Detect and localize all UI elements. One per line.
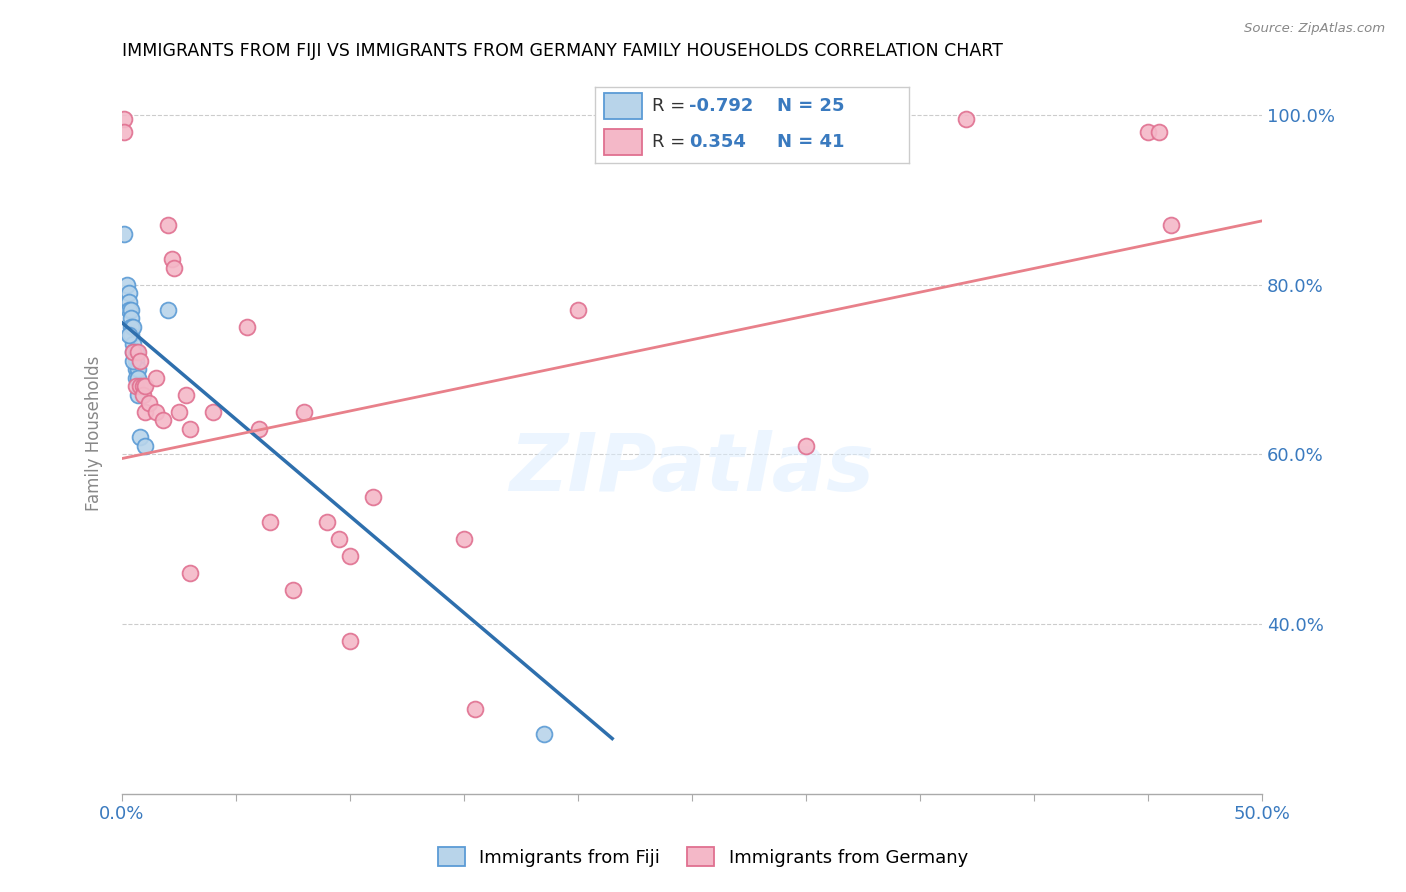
Point [120,320,142,334]
Point [127,345,149,359]
Point [120,311,142,326]
Point [955,112,977,127]
Point [174,388,197,402]
Point [167,405,190,419]
Point [122,337,145,351]
Text: ZIPatlas: ZIPatlas [509,430,875,508]
Point [127,362,149,376]
Point [464,702,486,716]
Point [328,532,350,546]
Point [163,260,186,275]
Text: IMMIGRANTS FROM FIJI VS IMMIGRANTS FROM GERMANY FAMILY HOUSEHOLDS CORRELATION CH: IMMIGRANTS FROM FIJI VS IMMIGRANTS FROM … [122,42,1002,60]
Point [127,371,149,385]
Point [112,112,135,127]
Point [125,362,148,376]
Point [120,303,142,318]
Point [1136,125,1159,139]
Point [361,490,384,504]
Point [125,345,148,359]
Point [122,345,145,359]
Point [339,549,361,563]
Point [567,303,589,318]
Point [294,405,316,419]
Point [138,396,160,410]
Point [129,379,152,393]
Point [794,439,817,453]
Point [247,422,270,436]
Point [160,252,183,266]
Point [118,286,141,301]
Point [316,515,339,529]
Point [125,354,148,368]
Point [112,227,135,241]
Point [145,405,167,419]
Point [127,388,149,402]
Point [156,218,179,232]
Point [453,532,475,546]
Point [202,405,225,419]
Point [131,388,153,402]
Point [533,727,555,741]
Point [118,328,141,343]
Point [156,303,179,318]
Point [115,277,138,292]
Point [118,294,141,309]
Y-axis label: Family Households: Family Households [86,355,103,511]
Point [1149,125,1171,139]
Point [122,354,145,368]
Point [179,422,201,436]
Point [1160,218,1182,232]
Point [179,566,201,580]
Point [134,405,156,419]
Point [281,582,304,597]
Point [125,379,148,393]
Point [152,413,174,427]
Point [118,303,141,318]
Point [122,320,145,334]
Text: Source: ZipAtlas.com: Source: ZipAtlas.com [1244,22,1385,36]
Point [112,125,135,139]
Point [131,379,153,393]
Point [125,371,148,385]
Point [236,320,259,334]
Point [259,515,281,529]
Point [122,345,145,359]
Point [339,634,361,648]
Point [134,379,156,393]
Point [134,439,156,453]
Legend: Immigrants from Fiji, Immigrants from Germany: Immigrants from Fiji, Immigrants from Ge… [430,840,976,874]
Point [120,328,142,343]
Point [145,371,167,385]
Point [129,430,152,444]
Point [129,354,152,368]
